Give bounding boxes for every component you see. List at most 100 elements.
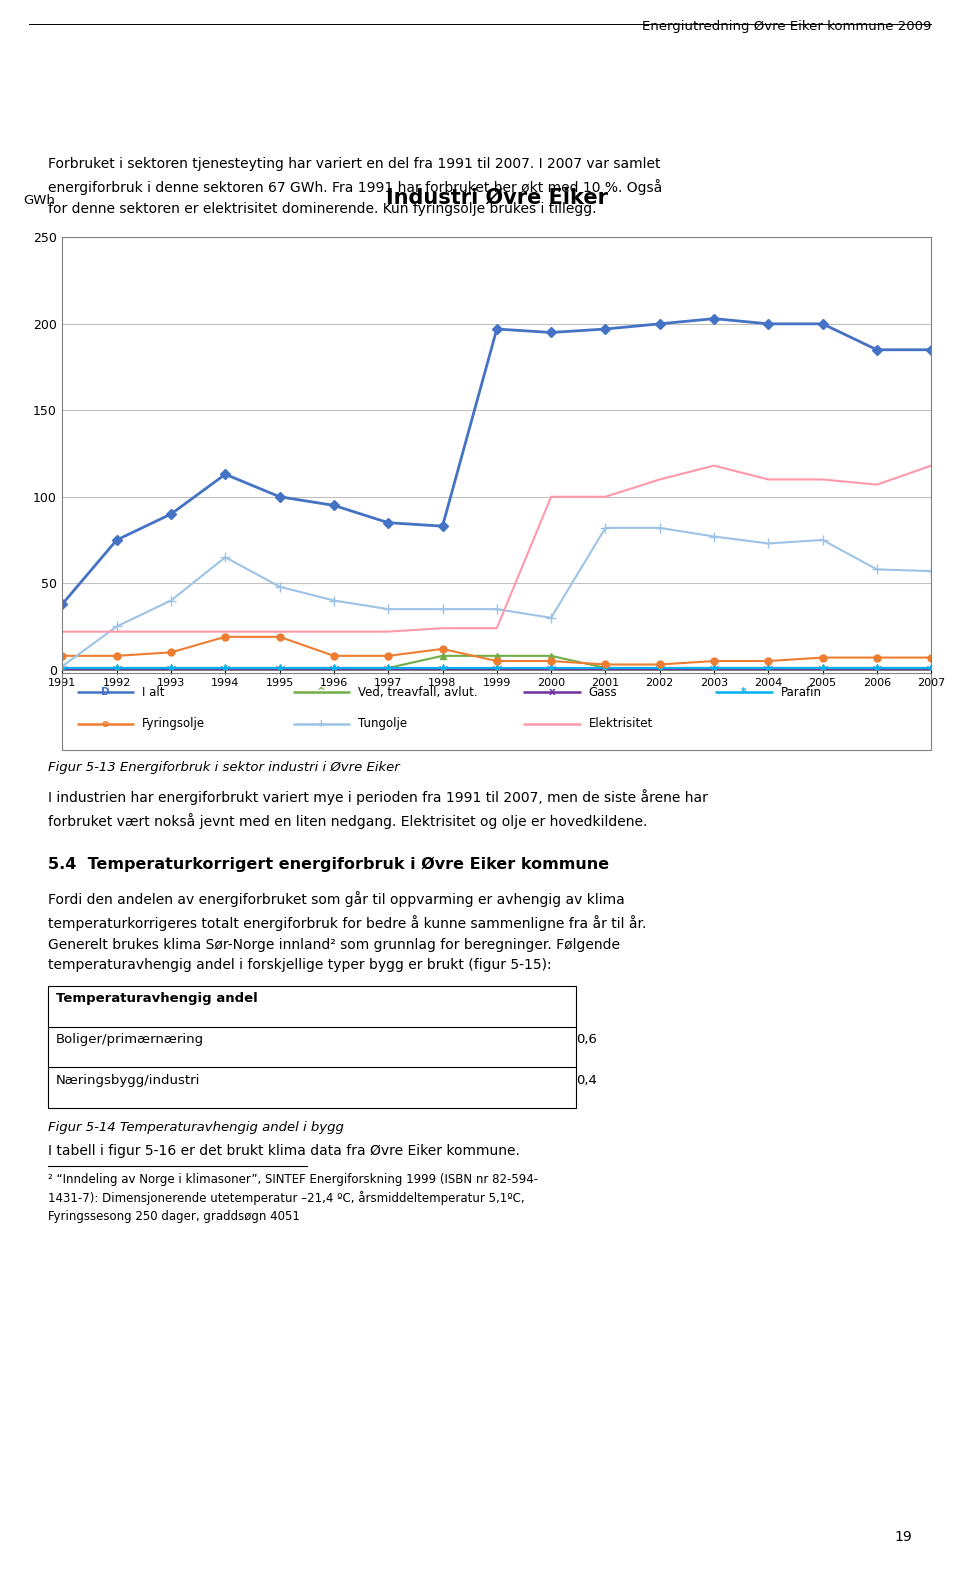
I alt	[57, 594, 68, 613]
Elektrisitet	[545, 487, 557, 506]
Text: Boliger/primærnæring: Boliger/primærnæring	[56, 1033, 204, 1045]
Text: I industrien har energiforbrukt variert mye i perioden fra 1991 til 2007, men de: I industrien har energiforbrukt variert …	[48, 789, 708, 828]
Gass	[762, 660, 774, 679]
Parafin	[925, 659, 937, 678]
Gass	[600, 660, 612, 679]
Elektrisitet	[274, 623, 285, 641]
Parafin	[111, 659, 123, 678]
Text: I tabell i figur 5-16 er det brukt klima data fra Øvre Eiker kommune.: I tabell i figur 5-16 er det brukt klima…	[48, 1144, 520, 1159]
Fyringsolje	[382, 646, 394, 665]
Text: 19: 19	[895, 1530, 912, 1544]
Tungolje	[220, 547, 231, 566]
Gass	[708, 660, 720, 679]
Text: Fordi den andelen av energiforbruket som går til oppvarming er avhengig av klima: Fordi den andelen av energiforbruket som…	[48, 891, 646, 971]
Text: ^: ^	[317, 687, 326, 698]
I alt	[817, 314, 828, 333]
Text: Gass: Gass	[588, 685, 617, 700]
I alt	[220, 465, 231, 484]
Ved, treavfall, avlut.	[220, 659, 231, 678]
Parafin	[437, 659, 448, 678]
Text: o: o	[102, 718, 109, 729]
Tungolje	[328, 591, 340, 610]
Elektrisitet	[220, 623, 231, 641]
Elektrisitet	[600, 487, 612, 506]
Ved, treavfall, avlut.	[925, 659, 937, 678]
I alt	[708, 310, 720, 329]
Fyringsolje	[57, 646, 68, 665]
Tungolje	[871, 560, 882, 578]
Tungolje	[817, 530, 828, 549]
Ved, treavfall, avlut.	[165, 659, 177, 678]
I alt	[925, 340, 937, 358]
Parafin	[57, 659, 68, 678]
Ved, treavfall, avlut.	[382, 659, 394, 678]
Ved, treavfall, avlut.	[871, 659, 882, 678]
Text: Elektrisitet: Elektrisitet	[588, 717, 653, 731]
Gass	[654, 660, 665, 679]
Fyringsolje	[600, 656, 612, 674]
Line: Tungolje: Tungolje	[58, 523, 936, 671]
Parafin	[328, 659, 340, 678]
Tungolje	[437, 601, 448, 619]
Gass	[274, 660, 285, 679]
Parafin	[817, 659, 828, 678]
Text: Figur 5-13 Energiforbruk i sektor industri i Øvre Eiker: Figur 5-13 Energiforbruk i sektor indust…	[48, 761, 399, 773]
Tungolje	[274, 577, 285, 596]
Text: x: x	[548, 687, 556, 698]
Parafin	[220, 659, 231, 678]
Elektrisitet	[871, 475, 882, 494]
Fyringsolje	[762, 651, 774, 670]
Fyringsolje	[437, 640, 448, 659]
I alt	[654, 314, 665, 333]
Line: I alt: I alt	[59, 314, 935, 607]
Gass	[437, 660, 448, 679]
Ved, treavfall, avlut.	[708, 659, 720, 678]
Elektrisitet	[492, 619, 503, 638]
Ved, treavfall, avlut.	[762, 659, 774, 678]
Ved, treavfall, avlut.	[545, 646, 557, 665]
Parafin	[492, 659, 503, 678]
I alt	[600, 319, 612, 338]
Elektrisitet	[654, 470, 665, 489]
Text: D: D	[102, 687, 109, 698]
Tungolje	[111, 616, 123, 635]
Ved, treavfall, avlut.	[492, 646, 503, 665]
Text: +: +	[317, 718, 326, 729]
I alt	[871, 340, 882, 358]
Gass	[545, 660, 557, 679]
Text: Forbruket i sektoren tjenesteyting har variert en del fra 1991 til 2007. I 2007 : Forbruket i sektoren tjenesteyting har v…	[48, 157, 662, 215]
Tungolje	[382, 601, 394, 619]
Gass	[111, 660, 123, 679]
Fyringsolje	[220, 627, 231, 646]
I alt	[437, 517, 448, 536]
Tungolje	[600, 519, 612, 538]
Fyringsolje	[274, 627, 285, 646]
Text: Ved, treavfall, avlut.: Ved, treavfall, avlut.	[358, 685, 478, 700]
Text: Industri Øvre Eiker: Industri Øvre Eiker	[386, 187, 608, 208]
Parafin	[545, 659, 557, 678]
Ved, treavfall, avlut.	[817, 659, 828, 678]
Fyringsolje	[871, 648, 882, 667]
Parafin	[165, 659, 177, 678]
Elektrisitet	[437, 619, 448, 638]
I alt	[111, 530, 123, 549]
Gass	[57, 660, 68, 679]
Ved, treavfall, avlut.	[57, 659, 68, 678]
Text: 5.4  Temperaturkorrigert energiforbruk i Øvre Eiker kommune: 5.4 Temperaturkorrigert energiforbruk i …	[48, 857, 610, 872]
Tungolje	[762, 534, 774, 553]
Fyringsolje	[492, 651, 503, 670]
Elektrisitet	[328, 623, 340, 641]
Ved, treavfall, avlut.	[274, 659, 285, 678]
Text: Næringsbygg/industri: Næringsbygg/industri	[56, 1074, 200, 1086]
Gass	[165, 660, 177, 679]
Text: I alt: I alt	[142, 685, 164, 700]
Text: GWh: GWh	[23, 193, 55, 208]
Gass	[925, 660, 937, 679]
I alt	[165, 505, 177, 523]
Gass	[817, 660, 828, 679]
Ved, treavfall, avlut.	[600, 659, 612, 678]
Ved, treavfall, avlut.	[328, 659, 340, 678]
Fyringsolje	[817, 648, 828, 667]
Parafin	[708, 659, 720, 678]
Text: Energiutredning Øvre Eiker kommune 2009: Energiutredning Øvre Eiker kommune 2009	[642, 19, 931, 33]
